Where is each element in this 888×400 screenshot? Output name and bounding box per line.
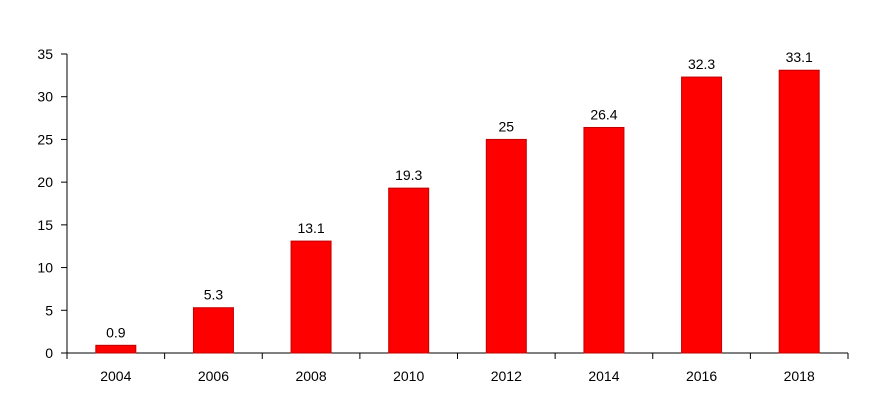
bar-2004 [95, 344, 137, 354]
y-tick-label: 10 [37, 260, 53, 276]
y-tick-label: 15 [37, 217, 53, 233]
data-label-2004: 0.9 [106, 324, 126, 340]
y-axis: 0 5 10 15 20 25 30 35 [37, 46, 68, 361]
x-axis: 2004 2006 2008 2010 2012 2014 2016 2018 [66, 352, 849, 384]
data-label-2018: 33.1 [786, 49, 813, 65]
x-tick-label-2010: 2010 [393, 368, 424, 384]
x-tick-label-2014: 2014 [588, 368, 619, 384]
bar-2014 [583, 126, 625, 354]
bar-2012 [485, 138, 527, 354]
bars [95, 69, 820, 354]
data-label-2006: 5.3 [204, 287, 224, 303]
y-tick-label: 35 [37, 46, 53, 62]
data-label-2008: 13.1 [297, 220, 324, 236]
x-tick-label-2012: 2012 [491, 368, 522, 384]
x-tick-label-2004: 2004 [100, 368, 131, 384]
bar-2016 [681, 76, 723, 354]
x-tick-label-2006: 2006 [198, 368, 229, 384]
bar-2006 [192, 307, 234, 354]
data-label-2016: 32.3 [688, 56, 715, 72]
data-label-2010: 19.3 [395, 167, 422, 183]
x-tick-label-2016: 2016 [686, 368, 717, 384]
data-label-2014: 26.4 [590, 106, 617, 122]
data-labels: 0.9 5.3 13.1 19.3 25 26.4 32.3 33.1 [106, 49, 813, 340]
data-label-2012: 25 [499, 118, 515, 134]
y-tick-label: 5 [45, 302, 53, 318]
bar-2018 [778, 69, 820, 354]
y-tick-label: 30 [37, 89, 53, 105]
y-tick-label: 25 [37, 131, 53, 147]
x-tick-label-2008: 2008 [295, 368, 326, 384]
bar-2010 [388, 187, 430, 354]
x-tick-label-2018: 2018 [784, 368, 815, 384]
bar-2008 [290, 240, 332, 354]
y-tick-label: 0 [45, 345, 53, 361]
y-tick-label: 20 [37, 174, 53, 190]
